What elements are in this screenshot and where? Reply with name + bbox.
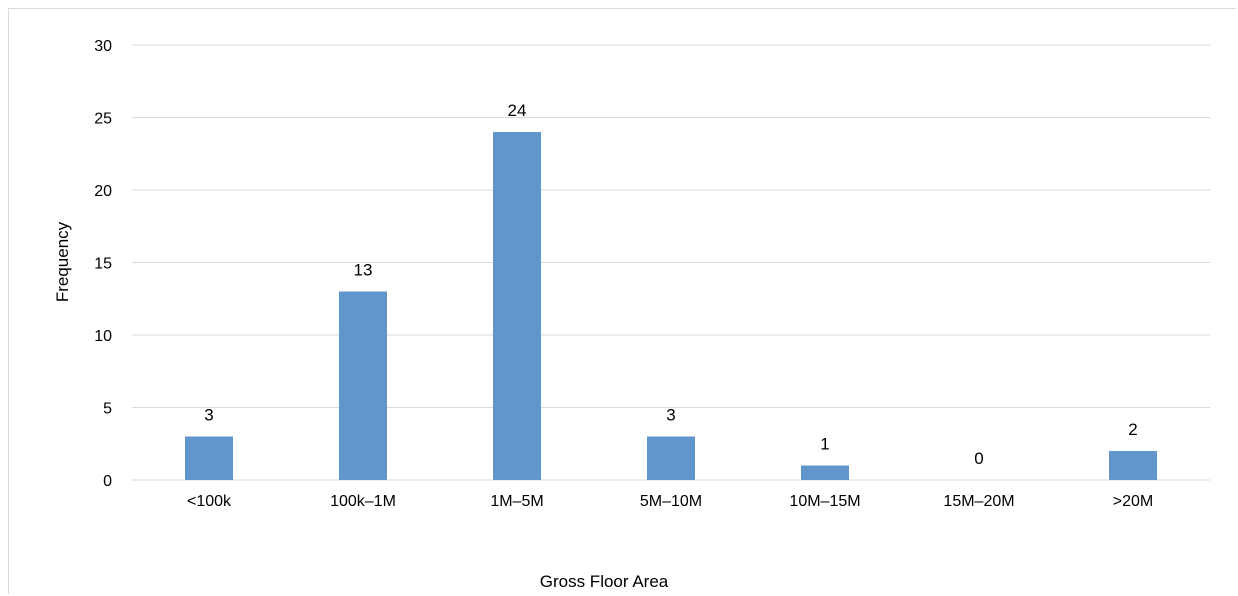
y-tick-label: 0 bbox=[103, 473, 112, 490]
bars bbox=[185, 132, 1157, 480]
x-tick-label: 1M–5M bbox=[490, 493, 543, 510]
y-tick-label: 15 bbox=[94, 256, 112, 273]
y-axis-title: Frequency bbox=[53, 221, 72, 302]
bar bbox=[339, 291, 387, 480]
y-tick-label: 25 bbox=[94, 111, 112, 128]
bar bbox=[493, 132, 541, 480]
bar bbox=[185, 436, 233, 480]
x-axis-ticks: <100k 100k–1M 1M–5M 5M–10M 10M–15M 15M–20M >20… bbox=[187, 493, 1153, 510]
data-label: 24 bbox=[508, 101, 527, 120]
x-axis-title: Gross Floor Area bbox=[540, 572, 669, 591]
x-tick-label: <100k bbox=[187, 493, 232, 510]
data-label: 1 bbox=[820, 435, 829, 454]
x-tick-label: 100k–1M bbox=[330, 493, 396, 510]
x-tick-label: 5M–10M bbox=[640, 493, 702, 510]
data-label: 3 bbox=[204, 406, 213, 425]
y-tick-label: 20 bbox=[94, 183, 112, 200]
y-axis-ticks: 0 5 10 15 20 25 30 bbox=[94, 38, 112, 490]
data-label: 13 bbox=[354, 261, 373, 280]
y-tick-label: 10 bbox=[94, 328, 112, 345]
chart-frame bbox=[8, 8, 1236, 594]
x-tick-label: >20M bbox=[1113, 493, 1153, 510]
data-label: 3 bbox=[666, 406, 675, 425]
y-tick-label: 30 bbox=[94, 38, 112, 55]
x-tick-label: 15M–20M bbox=[943, 493, 1014, 510]
bar bbox=[1109, 451, 1157, 480]
data-label: 2 bbox=[1128, 420, 1137, 439]
data-label: 0 bbox=[974, 449, 983, 468]
data-labels: 3 13 24 3 1 0 2 bbox=[204, 101, 1137, 468]
x-tick-label: 10M–15M bbox=[789, 493, 860, 510]
y-tick-label: 5 bbox=[103, 401, 112, 418]
bar bbox=[801, 465, 849, 480]
bar bbox=[647, 436, 695, 480]
